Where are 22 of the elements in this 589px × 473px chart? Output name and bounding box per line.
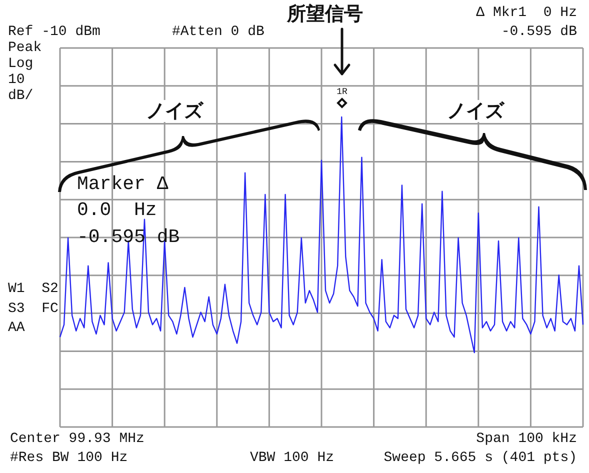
text: Sweep 5.665 s (401 pts)	[384, 450, 577, 466]
text: #Res BW 100 Hz	[10, 450, 128, 466]
text: Center 99.93 MHz	[10, 431, 144, 447]
annotation: ノイズ	[146, 100, 203, 122]
annotation: 0.0 Hz	[77, 199, 157, 221]
text: #Atten 0 dB	[172, 24, 264, 40]
text: 10	[8, 72, 25, 88]
text: VBW 100 Hz	[250, 450, 334, 466]
text: Span 100 kHz	[476, 431, 577, 447]
annotation: ノイズ	[447, 100, 504, 122]
text: AA	[8, 320, 25, 336]
text: Δ Mkr1 0 Hz	[476, 5, 577, 21]
annotation: Marker Δ	[77, 173, 168, 195]
text: Peak	[8, 40, 42, 56]
text: -0.595 dB	[501, 24, 577, 40]
text: Ref -10 dBm	[8, 24, 100, 40]
annotation: 1R	[336, 87, 348, 97]
text: dB/	[8, 88, 34, 104]
text: 所望信号	[287, 3, 363, 25]
text: Log	[8, 56, 34, 72]
text: S3 FC	[8, 301, 58, 317]
text: W1 S2	[8, 281, 58, 297]
